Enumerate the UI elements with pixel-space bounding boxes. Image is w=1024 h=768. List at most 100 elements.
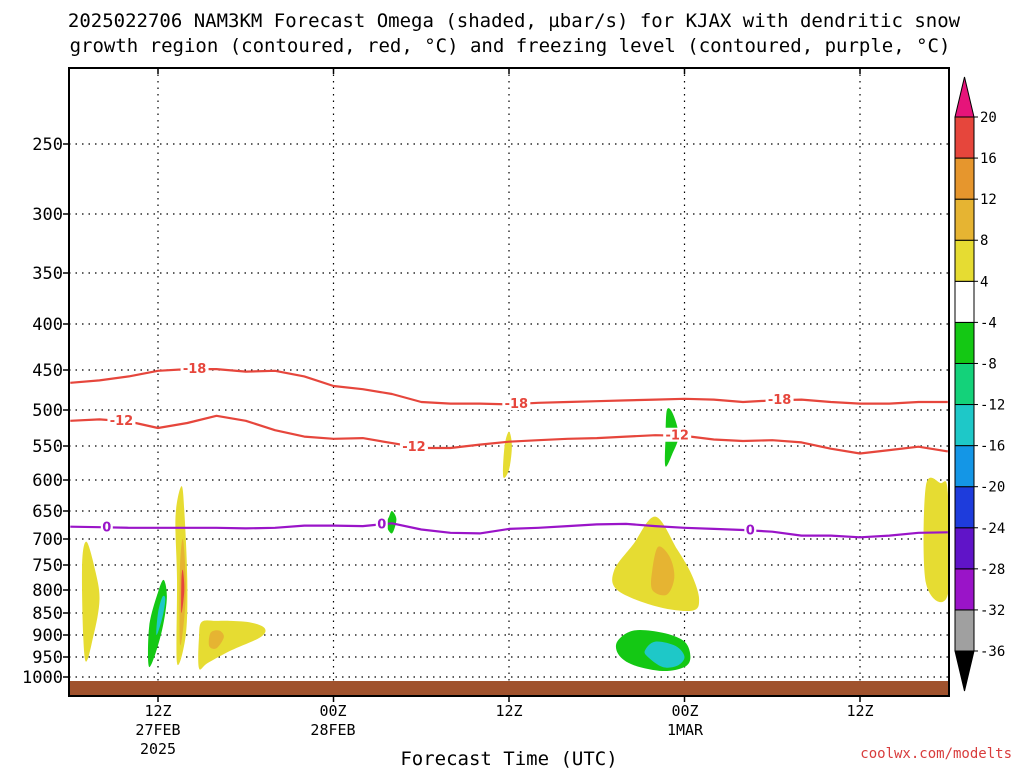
colorbar-label: -24: [980, 521, 1005, 537]
contour-label: 0: [746, 523, 755, 538]
contour-label: -18: [505, 397, 529, 412]
colorbar-band: [954, 116, 975, 159]
colorbar-label: -28: [980, 562, 1005, 578]
colorbar-label: 16: [980, 151, 997, 167]
contour-label-bg: [765, 392, 794, 407]
colorbar-label: 12: [980, 192, 997, 208]
x-axis-label: Forecast Time (UTC): [400, 748, 617, 768]
omega-shaded-region: [156, 595, 166, 636]
y-tick-label: 1000: [22, 668, 63, 688]
x-tick-group-1: 12Z 27FEB 2025: [135, 702, 180, 758]
x-tick-marks: [157, 68, 861, 702]
terrain-band: [69, 681, 949, 696]
x-tick-label: 28FEB: [310, 721, 355, 739]
omega-shaded-region: [181, 569, 185, 614]
y-tick-label: 400: [32, 315, 63, 335]
colorbar-band: [954, 568, 975, 611]
y-tick-label: 250: [32, 135, 63, 155]
contour-label-bg: [180, 361, 209, 376]
contour-label-bg: [107, 412, 136, 427]
colorbar-label: 4: [980, 274, 988, 290]
contour-label: -12: [665, 429, 689, 444]
omega-shaded-region: [81, 541, 100, 662]
credit-text: coolwx.com/modelts: [860, 746, 1012, 762]
y-tick-label: 450: [32, 361, 63, 381]
y-tick-label: 900: [32, 626, 63, 646]
contour-label-bg: [375, 516, 388, 531]
contour-line: [70, 522, 948, 539]
colorbar-label: 8: [980, 233, 988, 249]
colorbar-band: [954, 486, 975, 529]
contour-label-bg: [663, 427, 692, 442]
y-tick-label: 850: [32, 604, 63, 624]
contour-label: -18: [768, 393, 792, 408]
y-tick-label: 350: [32, 264, 63, 284]
omega-shaded-region: [923, 477, 949, 603]
omega-shaded-regions: [81, 408, 949, 672]
contour-label: -12: [402, 440, 426, 455]
colorbar-band: [954, 527, 975, 570]
y-axis: 2503003504004505005506006507007508008509…: [22, 135, 69, 688]
x-tick-label: 00Z: [671, 702, 698, 720]
x-tick-label: 2025: [140, 740, 176, 758]
colorbar-label: -12: [980, 398, 1005, 414]
y-tick-label: 750: [32, 556, 63, 576]
y-tick-label: 600: [32, 471, 63, 491]
y-tick-label: 300: [32, 205, 63, 225]
contour-lines: -18 -18 -18 -12 -12 -12 0 0 0: [70, 361, 948, 538]
colorbar-label: -8: [980, 356, 997, 372]
omega-shaded-region: [502, 431, 512, 478]
colorbar-band: [954, 362, 975, 406]
contour-label-bg: [744, 522, 757, 537]
colorbar-band: [954, 239, 975, 282]
colorbar-band: [954, 321, 975, 364]
x-tick-label: 12Z: [144, 702, 171, 720]
plot-area: -18 -18 -18 -12 -12 -12 0 0 0: [68, 67, 950, 697]
y-tick-label: 700: [32, 530, 63, 550]
colorbar-label: -32: [980, 603, 1005, 619]
x-tick-label: 27FEB: [135, 721, 180, 739]
chart-title-line1: 2025022706 NAM3KM Forecast Omega (shaded…: [68, 10, 961, 32]
contour-label: -12: [110, 414, 134, 429]
y-tick-label: 650: [32, 502, 63, 522]
contour-label-bg: [100, 519, 113, 534]
grid: [69, 68, 949, 696]
colorbar-label: -4: [980, 315, 997, 331]
colorbar-band: [954, 157, 975, 200]
colorbar-max-arrow: [954, 76, 975, 118]
x-tick-group-2: 00Z 28FEB: [310, 702, 355, 739]
colorbar-band: [954, 609, 975, 652]
chart-title-line2: growth region (contoured, red, °C) and f…: [70, 35, 951, 57]
contour-label: 0: [102, 520, 111, 535]
x-tick-label: 00Z: [319, 702, 346, 720]
x-tick-group-3: 12Z: [495, 702, 522, 720]
x-tick-label: 12Z: [495, 702, 522, 720]
colorbar-band: [954, 445, 975, 488]
colorbar-label: -16: [980, 439, 1005, 455]
y-tick-label: 800: [32, 581, 63, 601]
x-tick-group-4: 00Z 1MAR: [667, 702, 704, 739]
terrain: [69, 681, 949, 696]
x-tick-label: 12Z: [846, 702, 873, 720]
colorbar-band: [954, 280, 975, 323]
colorbar-band: [954, 198, 975, 241]
colorbar-label: -36: [980, 644, 1005, 660]
contour-label-bg: [399, 438, 428, 453]
x-axis: 12Z 27FEB 2025 00Z 28FEB 12Z 00Z 1MAR 12…: [135, 68, 874, 758]
colorbar-band: [954, 404, 975, 447]
contour-line: [70, 414, 948, 455]
omega-shaded-region: [208, 630, 224, 649]
omega-shaded-region: [650, 546, 675, 596]
omega-shaded-region: [644, 641, 685, 668]
colorbar-label: -20: [980, 480, 1005, 496]
contour-label: -18: [183, 362, 207, 377]
colorbar-min-arrow: [954, 650, 975, 692]
x-tick-label: 1MAR: [667, 721, 704, 739]
contour-label: 0: [377, 517, 386, 532]
contour-label-bg: [502, 396, 531, 410]
y-tick-label: 500: [32, 401, 63, 421]
colorbar-label: 20: [980, 110, 997, 126]
y-tick-label: 950: [32, 648, 63, 668]
omega-shaded-region: [386, 510, 397, 534]
